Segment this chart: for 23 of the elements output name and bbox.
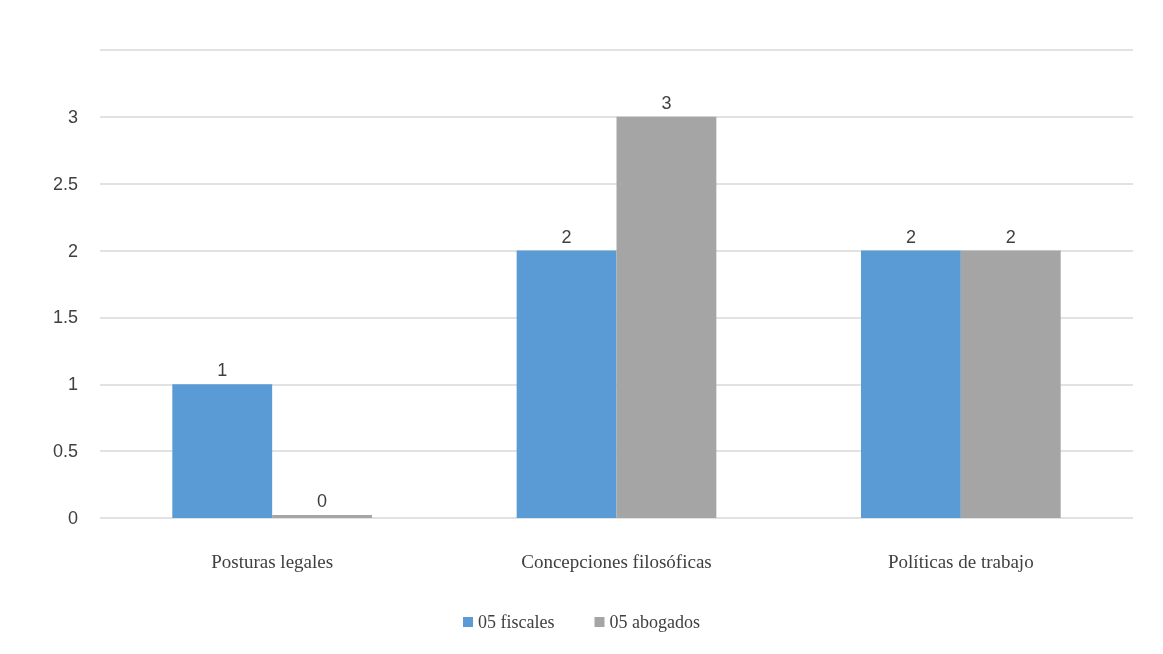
data-label: 3 bbox=[661, 92, 672, 113]
data-label: 1 bbox=[217, 360, 228, 381]
bar bbox=[172, 384, 273, 518]
data-label: 2 bbox=[905, 226, 916, 247]
y-tick-label: 1 bbox=[67, 374, 78, 395]
y-tick-label: 0.5 bbox=[52, 441, 78, 462]
data-label: 0 bbox=[317, 491, 328, 511]
x-tick-label: Concepciones filosóficas bbox=[521, 551, 712, 572]
legend-label: 05 fiscales bbox=[478, 612, 555, 632]
bar bbox=[516, 250, 617, 518]
y-tick-label: 3 bbox=[67, 106, 78, 127]
bar bbox=[960, 250, 1061, 518]
bar bbox=[860, 250, 961, 518]
data-label: 2 bbox=[1005, 226, 1016, 247]
y-tick-label: 0 bbox=[67, 508, 78, 528]
bar bbox=[616, 116, 717, 518]
x-tick-label: Políticas de trabajo bbox=[888, 551, 1034, 572]
y-tick-label: 2.5 bbox=[52, 173, 78, 194]
data-label: 2 bbox=[561, 226, 572, 247]
legend-label: 05 abogados bbox=[609, 612, 700, 632]
y-tick-label: 2 bbox=[67, 240, 78, 261]
y-tick-label: 1.5 bbox=[52, 307, 78, 328]
x-tick-label: Posturas legales bbox=[211, 551, 334, 572]
